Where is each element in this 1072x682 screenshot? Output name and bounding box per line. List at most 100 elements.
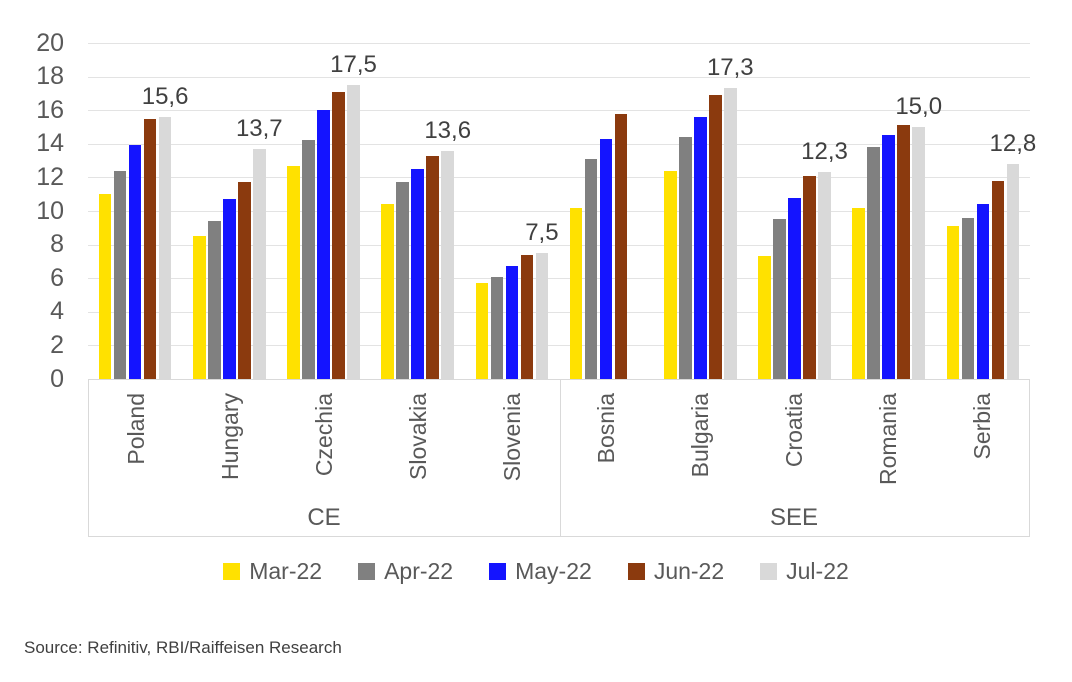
bar-group-czechia bbox=[276, 43, 370, 379]
y-axis-tick-label: 2 bbox=[50, 330, 64, 359]
bar-apr-22-hungary bbox=[208, 221, 221, 379]
bars-layer: 15,6 13,7 17,5 13,6 7,5 17,3 12,3 15,0 12,8 bbox=[88, 43, 1036, 379]
bar-mar-22-romania bbox=[852, 207, 865, 379]
data-label-romania: 15,0 bbox=[895, 93, 943, 120]
y-axis-tick-label: 8 bbox=[50, 230, 64, 259]
x-axis-label-czechia: Czechia bbox=[277, 380, 371, 502]
data-label-hungary: 13,7 bbox=[235, 114, 283, 142]
gridline bbox=[88, 177, 1030, 179]
bar-group-romania bbox=[842, 43, 936, 379]
bar-mar-22-serbia bbox=[946, 226, 960, 379]
bar-jun-22-poland bbox=[143, 118, 157, 379]
gridline bbox=[88, 43, 1030, 44]
bar-group-slovakia bbox=[371, 43, 465, 379]
bar-may-22-czechia bbox=[317, 110, 330, 379]
legend-swatch-jul-22 bbox=[760, 562, 778, 580]
bar-jul-22-bulgaria bbox=[724, 88, 737, 379]
bar-apr-22-slovenia bbox=[490, 276, 504, 379]
data-label-croatia: 12,3 bbox=[801, 138, 848, 166]
group-label-ce: CE bbox=[307, 504, 341, 531]
y-axis-tick-label: 20 bbox=[36, 28, 64, 57]
bar-group-bulgaria bbox=[653, 43, 747, 379]
bar-jun-22-czechia bbox=[332, 91, 345, 379]
x-axis-label-bosnia: Bosnia bbox=[559, 380, 653, 502]
bar-mar-22-slovakia bbox=[381, 204, 394, 379]
legend-label: May-22 bbox=[515, 557, 592, 584]
data-label-slovenia: 7,5 bbox=[525, 219, 559, 246]
category-axis: Poland Hungary Czechia Slovakia Slovenia Bosn… bbox=[88, 379, 1030, 537]
x-axis-label-poland: Poland bbox=[89, 380, 183, 502]
bar-jul-22-slovakia bbox=[441, 150, 454, 379]
bar-jul-22-romania bbox=[912, 127, 925, 379]
gridline bbox=[88, 143, 1030, 145]
x-axis-label-hungary: Hungary bbox=[183, 380, 277, 502]
legend-swatch-may-22 bbox=[489, 562, 507, 580]
legend-label: Mar-22 bbox=[249, 557, 323, 584]
x-axis-label-slovakia: Slovakia bbox=[371, 380, 465, 502]
x-axis-label-text: Poland bbox=[122, 393, 149, 465]
legend-swatch-mar-22 bbox=[223, 562, 241, 580]
bar-group-slovenia bbox=[465, 43, 559, 379]
bar-apr-22-romania bbox=[867, 147, 880, 379]
legend-item-mar-22: Mar-22 bbox=[223, 558, 322, 585]
x-axis-label-text: Romania bbox=[874, 393, 901, 486]
x-axis-label-text: Slovakia bbox=[404, 393, 431, 480]
bar-mar-22-hungary bbox=[193, 236, 206, 379]
bar-jun-22-slovenia bbox=[520, 254, 534, 379]
x-axis-label-slovenia: Slovenia bbox=[465, 380, 559, 502]
bar-jul-22-serbia bbox=[1006, 163, 1020, 379]
legend-swatch-apr-22 bbox=[358, 562, 376, 580]
legend-swatch-jun-22 bbox=[627, 562, 645, 580]
bar-group-poland bbox=[88, 43, 182, 379]
bar-apr-22-bosnia bbox=[584, 158, 598, 379]
legend-item-jun-22: Jun-22 bbox=[627, 557, 725, 585]
country-labels-row: Poland Hungary Czechia Slovakia Slovenia Bosn… bbox=[89, 380, 1029, 502]
gridline bbox=[88, 211, 1030, 212]
bar-group-bosnia bbox=[559, 43, 653, 379]
bar-mar-22-slovenia bbox=[475, 283, 489, 379]
legend-item-jul-22: Jul-22 bbox=[760, 558, 849, 585]
bar-jun-22-serbia bbox=[991, 180, 1005, 379]
bar-jul-22-hungary bbox=[253, 148, 266, 379]
y-axis-tick-label: 4 bbox=[50, 297, 64, 326]
x-axis-label-text: Slovenia bbox=[498, 393, 525, 482]
gridline bbox=[88, 311, 1030, 313]
legend-label: Jun-22 bbox=[653, 557, 725, 584]
gridline bbox=[88, 278, 1030, 280]
bar-apr-22-slovakia bbox=[396, 182, 409, 379]
y-axis-tick-label: 18 bbox=[36, 62, 64, 91]
gridline bbox=[88, 110, 1030, 112]
bar-jul-22-poland bbox=[158, 116, 172, 379]
bar-jun-22-bulgaria bbox=[709, 95, 722, 379]
bar-jun-22-slovakia bbox=[426, 155, 439, 379]
bar-mar-22-bulgaria bbox=[664, 170, 677, 379]
data-label-slovakia: 13,6 bbox=[424, 116, 472, 144]
legend-item-apr-22: Apr-22 bbox=[358, 558, 453, 585]
bar-may-22-bulgaria bbox=[694, 116, 707, 379]
bar-mar-22-poland bbox=[98, 194, 112, 379]
legend: Mar-22 Apr-22 May-22 Jun-22 Jul-22 bbox=[0, 552, 1072, 590]
gridline bbox=[88, 244, 1030, 246]
y-axis-tick-label: 14 bbox=[36, 129, 64, 158]
group-labels-row: CE SEE bbox=[89, 500, 1029, 536]
x-axis-label-text: Hungary bbox=[216, 393, 243, 480]
bar-jun-22-romania bbox=[897, 125, 910, 379]
y-axis-tick-label: 0 bbox=[50, 364, 64, 393]
bar-may-22-slovenia bbox=[505, 266, 519, 379]
bar-group-serbia bbox=[936, 43, 1030, 379]
bar-jul-22-slovenia bbox=[535, 253, 549, 379]
legend-label: Apr-22 bbox=[384, 557, 454, 584]
bar-apr-22-serbia bbox=[961, 217, 975, 379]
bar-apr-22-czechia bbox=[302, 140, 315, 379]
gridline bbox=[88, 345, 1030, 347]
bar-mar-22-bosnia bbox=[569, 207, 583, 379]
x-axis-label-romania: Romania bbox=[841, 380, 935, 502]
group-label-see: SEE bbox=[769, 504, 819, 531]
x-axis-label-text: Bulgaria bbox=[686, 393, 713, 478]
bar-mar-22-croatia bbox=[758, 256, 771, 379]
bar-jul-22-croatia bbox=[818, 172, 831, 379]
bar-may-22-bosnia bbox=[599, 138, 613, 379]
bar-may-22-serbia bbox=[976, 204, 990, 379]
y-axis-tick-label: 6 bbox=[50, 263, 64, 292]
